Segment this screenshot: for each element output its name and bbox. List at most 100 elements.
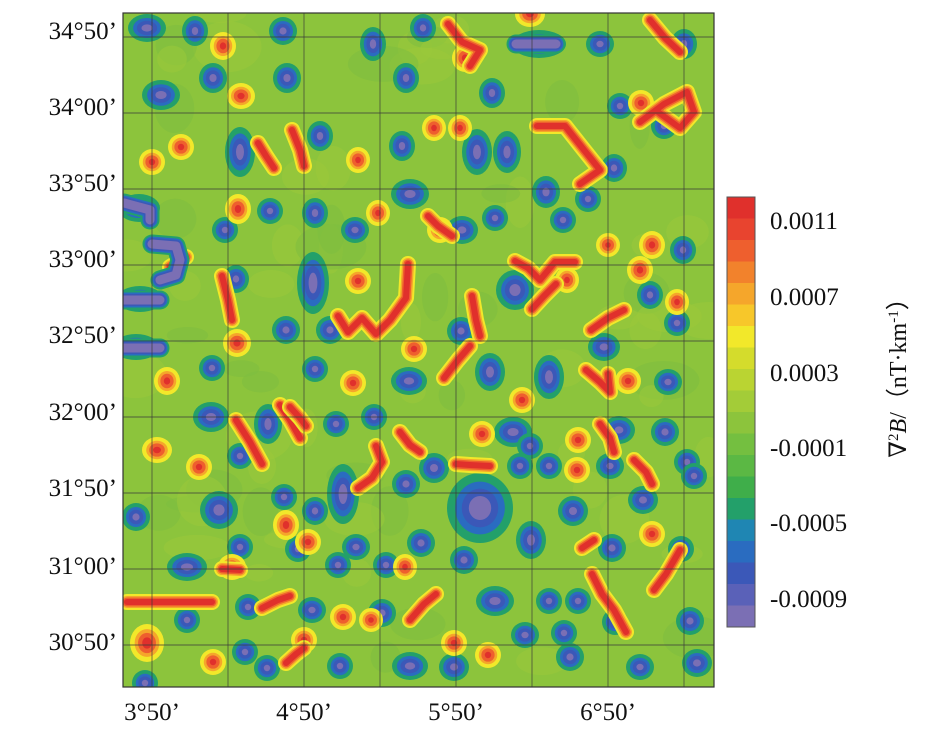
y-tick-label: 31°00’ [49, 553, 117, 580]
negative-anomaly [208, 364, 216, 372]
negative-anomaly [545, 370, 553, 384]
colorbar-label-nabla: ∇ [886, 441, 912, 458]
positive-anomaly [648, 241, 656, 249]
positive-anomaly-ridge [355, 443, 385, 491]
negative-anomaly [574, 597, 582, 605]
positive-anomaly-ridge [425, 213, 455, 239]
positive-anomaly [526, 13, 534, 18]
negative-anomaly [559, 216, 567, 224]
negative-anomaly [545, 597, 553, 605]
positive-anomaly [195, 463, 203, 471]
colorbar-cell [727, 412, 755, 434]
colorbar-label-unit: /（nT·km [886, 322, 912, 418]
background-texture [241, 370, 280, 393]
negative-anomaly [209, 74, 217, 82]
y-tick-label: 33°00’ [49, 246, 117, 273]
negative-anomaly [280, 493, 288, 501]
y-tick-label: 33°50’ [49, 170, 117, 197]
colorbar-cell [727, 304, 755, 327]
positive-anomaly-ridge [407, 591, 439, 623]
negative-anomaly [311, 209, 319, 217]
negative-anomaly [236, 452, 244, 460]
positive-anomaly [624, 377, 632, 385]
negative-anomaly [569, 507, 577, 515]
negative-anomaly [419, 24, 427, 32]
negative-anomaly [486, 366, 494, 378]
y-tick-label: 32°50’ [49, 322, 117, 349]
colorbar: 0.00110.00070.0003-0.0001-0.0005-0.0009 … [726, 196, 912, 628]
negative-anomaly [683, 458, 691, 466]
negative-anomaly [636, 663, 644, 671]
positive-anomaly-ridge [647, 17, 683, 55]
negative-anomaly [430, 464, 438, 472]
background-texture [422, 272, 449, 322]
colorbar-tick-label: -0.0005 [770, 510, 847, 537]
positive-anomaly [375, 209, 381, 217]
negative-anomaly [183, 616, 191, 624]
negative-anomaly [402, 480, 410, 488]
negative-anomaly [221, 226, 229, 234]
background-texture [166, 327, 209, 344]
negative-anomaly [404, 190, 416, 198]
x-tick-label: 3°50’ [124, 699, 180, 726]
negative-anomaly [468, 496, 492, 520]
negative-anomaly [398, 142, 406, 150]
y-tick-label: 30°50’ [49, 629, 117, 656]
positive-anomaly-ridge [397, 429, 423, 455]
negative-anomaly [241, 648, 249, 656]
background-texture [400, 302, 422, 342]
positive-anomaly [354, 277, 362, 285]
colorbar-label-b: B [886, 418, 912, 433]
negative-anomaly [338, 484, 348, 504]
negative-anomaly [488, 89, 496, 97]
negative-anomaly [351, 226, 359, 234]
background-texture [438, 380, 466, 411]
background-texture [639, 385, 664, 408]
negative-anomaly [457, 226, 467, 234]
negative-anomaly [402, 74, 410, 82]
negative-anomaly-trough [147, 239, 185, 285]
negative-anomaly [336, 662, 344, 670]
positive-anomaly-ridge [255, 140, 277, 171]
colorbar-cell [727, 541, 755, 563]
negative-anomaly [521, 631, 529, 639]
colorbar-cell [727, 455, 755, 477]
positive-anomaly [636, 266, 644, 274]
negative-anomaly-trough [123, 198, 155, 225]
colorbar-cell [727, 197, 755, 219]
positive-anomaly [674, 298, 680, 306]
colorbar-cell [727, 476, 755, 499]
negative-anomaly [141, 679, 149, 687]
negative-anomaly [404, 662, 416, 670]
negative-anomaly [679, 246, 687, 254]
negative-anomaly [599, 343, 609, 351]
positive-anomaly [237, 92, 245, 100]
negative-anomaly [191, 27, 199, 35]
negative-anomaly [450, 663, 458, 671]
negative-anomaly [507, 428, 519, 436]
positive-anomaly-ridge [579, 537, 597, 551]
positive-anomaly [209, 658, 217, 666]
plot-frame [122, 12, 715, 688]
negative-anomaly [311, 365, 319, 373]
colorbar-cell [727, 605, 755, 628]
colorbar-label: ∇2B/（nT·km-1） [886, 286, 912, 457]
positive-anomaly [648, 530, 656, 538]
negative-anomaly [639, 496, 647, 504]
positive-anomaly [574, 436, 582, 444]
y-tick-label: 34°00’ [49, 94, 117, 121]
negative-anomaly [417, 539, 425, 547]
negative-anomaly [316, 132, 324, 140]
background-texture [271, 224, 304, 267]
positive-anomaly-ridge [289, 127, 307, 169]
colorbar-cell [727, 519, 755, 542]
negative-anomaly [308, 606, 316, 614]
background-texture [244, 564, 274, 582]
negative-anomaly [382, 561, 390, 569]
colorbar-tick-label: 0.0007 [770, 284, 839, 311]
background-texture [194, 13, 247, 24]
negative-anomaly [690, 472, 698, 480]
negative-anomaly [457, 327, 465, 335]
colorbar-tick-label: 0.0003 [770, 360, 839, 387]
grid-lines [123, 13, 714, 687]
